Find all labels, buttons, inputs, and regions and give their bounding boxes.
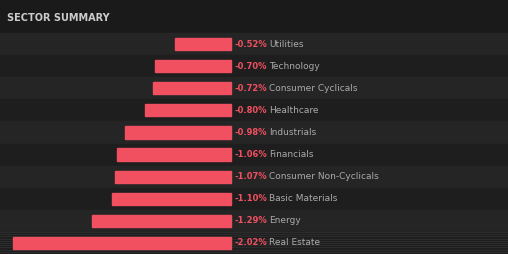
Text: -1.06%: -1.06%: [235, 150, 267, 159]
Text: -0.72%: -0.72%: [235, 84, 267, 93]
Text: Real Estate: Real Estate: [269, 239, 321, 247]
Text: -1.07%: -1.07%: [235, 172, 267, 181]
Bar: [91, 215, 231, 227]
Text: Healthcare: Healthcare: [269, 106, 319, 115]
Bar: [0, 188, 508, 210]
Bar: [115, 171, 231, 183]
Bar: [155, 60, 231, 72]
Text: -1.10%: -1.10%: [235, 194, 267, 203]
Text: SECTOR SUMMARY: SECTOR SUMMARY: [7, 13, 109, 23]
Text: Consumer Non-Cyclicals: Consumer Non-Cyclicals: [269, 172, 379, 181]
Bar: [0, 33, 508, 55]
Text: Consumer Cyclicals: Consumer Cyclicals: [269, 84, 358, 93]
Bar: [125, 126, 231, 138]
Bar: [175, 38, 231, 50]
Text: -0.98%: -0.98%: [235, 128, 267, 137]
Text: -2.02%: -2.02%: [235, 239, 267, 247]
Bar: [0, 55, 508, 77]
Bar: [145, 104, 231, 116]
Text: Basic Materials: Basic Materials: [269, 194, 338, 203]
Text: Technology: Technology: [269, 62, 320, 71]
Bar: [0, 166, 508, 188]
Bar: [112, 193, 231, 205]
Text: -1.29%: -1.29%: [235, 216, 267, 225]
Bar: [116, 149, 231, 161]
Bar: [0, 99, 508, 121]
Text: Industrials: Industrials: [269, 128, 316, 137]
Bar: [0, 232, 508, 254]
Text: -0.80%: -0.80%: [235, 106, 267, 115]
Bar: [13, 237, 231, 249]
Text: Utilities: Utilities: [269, 40, 304, 49]
Bar: [0, 210, 508, 232]
Text: -0.52%: -0.52%: [235, 40, 267, 49]
Bar: [0, 121, 508, 144]
Text: Financials: Financials: [269, 150, 314, 159]
Bar: [153, 82, 231, 94]
Text: -0.70%: -0.70%: [235, 62, 267, 71]
Bar: [0, 144, 508, 166]
Bar: [0, 77, 508, 99]
Text: Energy: Energy: [269, 216, 301, 225]
